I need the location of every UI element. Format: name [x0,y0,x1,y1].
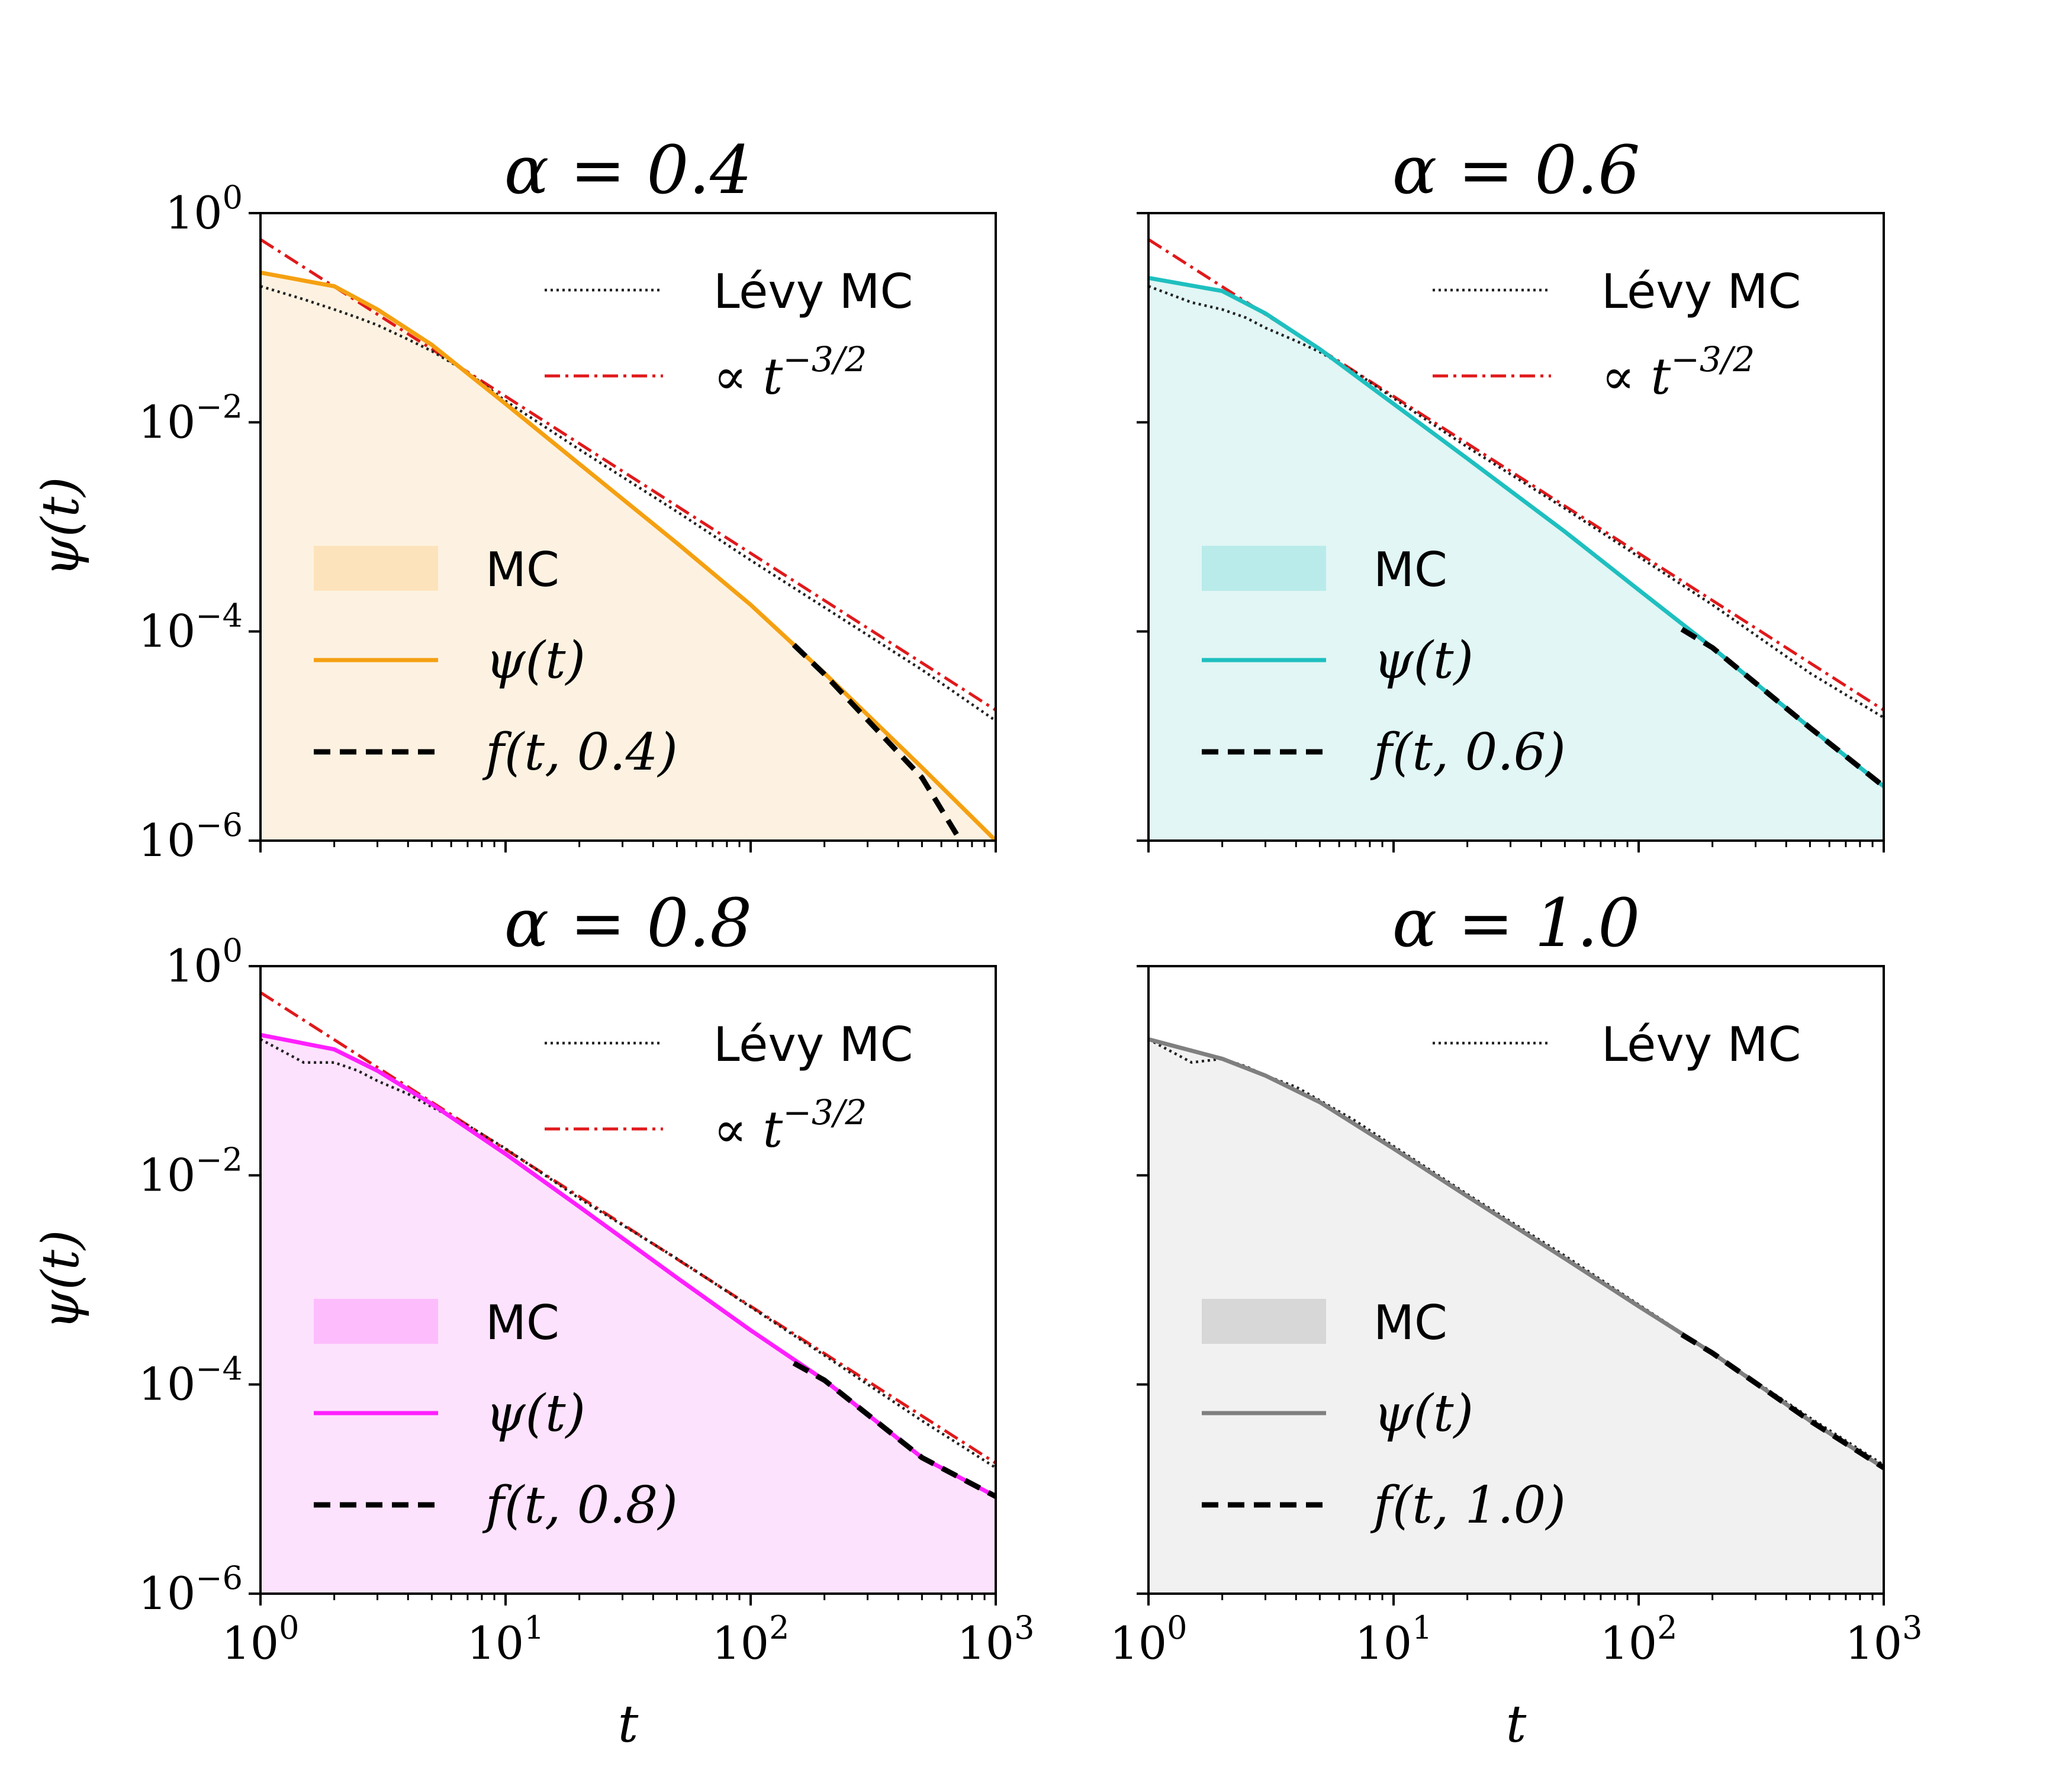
x-tick-label: 101 [466,1609,544,1669]
y-tick-label: 10−6 [139,1559,243,1620]
y-tick-label: 100 [165,179,243,239]
legend-mc-swatch [1202,546,1326,591]
levy-mc-line [260,1038,996,1469]
mc-fill-area [1148,278,1884,841]
panel-title: α = 0.4 [504,132,752,209]
mc-fill-area [260,1035,996,1594]
legend-psi-label: ψ(t) [1373,1384,1473,1443]
x-axis-label: t [1506,1695,1527,1754]
legend-fit-label: f(t, 1.0) [1370,1476,1566,1535]
x-tick-label: 102 [712,1609,789,1669]
legend-fit-label: f(t, 0.8) [482,1476,678,1535]
fit-line [1680,627,1884,789]
panel-title: α = 1.0 [1392,885,1640,962]
legend-psi-label: ψ(t) [485,1384,585,1443]
psi-line [1148,276,1884,789]
panel-1: 100 10−2 10−4 10−6 α = 0.4 ψ(t) Lévy MC ∝ t−3/2… [31,132,997,867]
legend-mc-label: MC [1373,1295,1447,1350]
axes-frame [1147,212,1885,842]
fit-line [1680,1332,1884,1471]
legend-mc-label: MC [1373,542,1447,597]
legend-powerlaw-label: ∝ t−3/2 [1601,339,1755,406]
y-tick-label: 10−2 [139,388,243,448]
axes-frame [259,212,997,842]
y-tick-label: 10−4 [139,597,243,658]
legend-mc-label: MC [485,1295,559,1350]
psi-line [260,271,996,841]
y-tick-label: 100 [165,932,243,992]
legend-powerlaw-label: ∝ t−3/2 [713,339,867,406]
legend-levy-label: Lévy MC [1601,264,1801,319]
legend-mc-swatch [1202,1299,1326,1344]
y-axis-label: ψ(t) [31,477,91,577]
legend-levy-label: Lévy MC [713,264,913,319]
y-tick-label: 10−4 [139,1350,243,1411]
legend-psi-label: ψ(t) [1373,631,1473,690]
psi-line [1148,1037,1884,1470]
x-tick-label: 103 [1845,1609,1922,1669]
legend-psi-label: ψ(t) [485,631,585,690]
x-tick-label: 100 [221,1609,299,1669]
legend-mc-label: MC [485,542,559,597]
y-axis-label: ψ(t) [31,1230,91,1330]
plot-area [260,991,996,1594]
x-tick-label: 100 [1109,1609,1187,1669]
powerlaw-line [260,991,996,1465]
legend-fit-label: f(t, 0.6) [1370,723,1566,782]
panel-4: 100 101 102 103 α = 1.0 t Lévy MC MC ψ(t) f(t, 1.… [1109,885,1922,1754]
legend-fit-label: f(t, 0.4) [482,723,678,782]
mc-fill-area [1148,1039,1884,1594]
fit-line [792,643,960,838]
plot-area [1148,238,1884,841]
plot-area [1148,1037,1884,1594]
x-axis-label: t [618,1695,639,1754]
legend-levy-label: Lévy MC [713,1017,913,1072]
panel-title: α = 0.6 [1392,132,1640,209]
powerlaw-line [260,238,996,712]
legend-mc-swatch [314,1299,438,1344]
levy-mc-line [1148,285,1884,719]
axes-frame [1147,965,1885,1595]
plot-area [260,238,996,841]
panel-2: α = 0.6 Lévy MC ∝ t−3/2 MC ψ(t) f(t, 0.6) [1137,132,1885,852]
legend-powerlaw-label: ∝ t−3/2 [713,1092,867,1159]
y-tick-label: 10−6 [139,806,243,867]
legend-levy-label: Lévy MC [1601,1017,1801,1072]
mc-fill-area [260,272,996,841]
psi-line [260,1032,996,1498]
x-tick-label: 101 [1354,1609,1432,1669]
panel-3: 100 101 102 103 100 10−2 10−4 10−6 α = 0.8 ψ(t) t L… [31,885,1035,1754]
legend-mc-swatch [314,546,438,591]
y-tick-label: 10−2 [139,1141,243,1201]
panel-title: α = 0.8 [504,885,752,962]
x-tick-label: 102 [1600,1609,1677,1669]
x-tick-label: 103 [957,1609,1034,1669]
axes-frame [259,965,997,1595]
